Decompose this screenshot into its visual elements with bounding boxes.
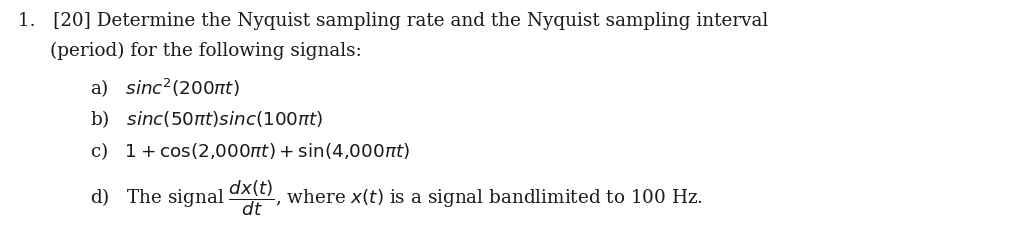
Text: (period) for the following signals:: (period) for the following signals: [50, 42, 361, 60]
Text: c)   $1 + \cos(2{,}000\pi t) + \sin(4{,}000\pi t)$: c) $1 + \cos(2{,}000\pi t) + \sin(4{,}00… [90, 140, 410, 162]
Text: d)   The signal $\dfrac{dx(t)}{dt}$, where $x(t)$ is a signal bandlimited to 100: d) The signal $\dfrac{dx(t)}{dt}$, where… [90, 178, 702, 218]
Text: b)   $\mathit{sinc}(50\pi t)\mathit{sinc}(100\pi t)$: b) $\mathit{sinc}(50\pi t)\mathit{sinc}(… [90, 108, 324, 130]
Text: a)   $\mathit{sinc}^2(200\pi t)$: a) $\mathit{sinc}^2(200\pi t)$ [90, 76, 240, 99]
Text: 1.   [20] Determine the Nyquist sampling rate and the Nyquist sampling interval: 1. [20] Determine the Nyquist sampling r… [18, 12, 768, 30]
